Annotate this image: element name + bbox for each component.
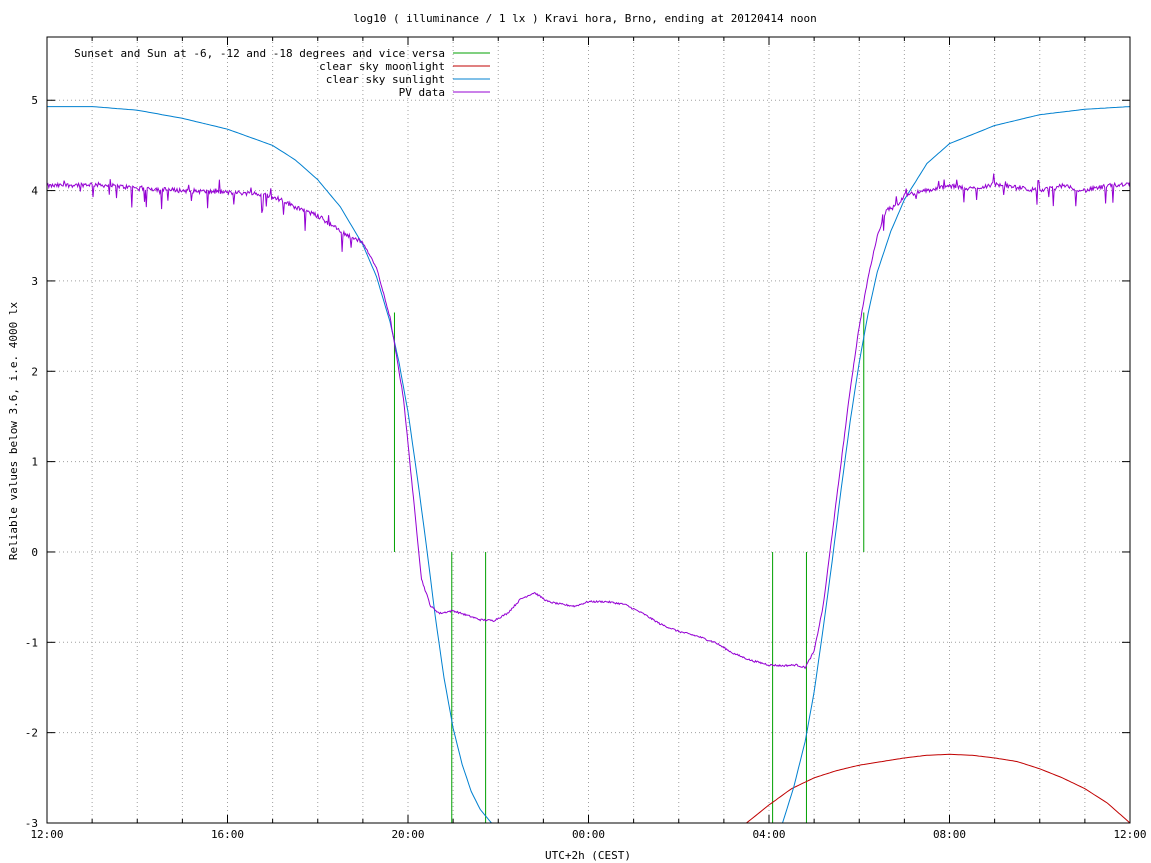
x-tick-label: 16:00 — [211, 828, 244, 841]
x-tick-label: 08:00 — [933, 828, 966, 841]
y-tick-label: 1 — [31, 456, 38, 469]
series-line-clear-sky-moonlight — [746, 753, 1130, 823]
y-tick-label: -2 — [25, 727, 38, 740]
y-tick-label: 0 — [31, 546, 38, 559]
tick-layer: 12:00 16:00 20:00 00:00 04:00 08:00 12:00-3-2-… — [25, 37, 1147, 841]
legend-label: PV data — [399, 86, 445, 99]
chart-title: log10 ( illuminance / 1 lx ) Kravi hora,… — [353, 12, 817, 25]
grid — [47, 37, 1130, 823]
legend-label: Sunset and Sun at -6, -12 and -18 degree… — [74, 47, 445, 60]
y-tick-label: -3 — [25, 817, 38, 830]
y-tick-label: 3 — [31, 275, 38, 288]
legend-label: clear sky moonlight — [319, 60, 445, 73]
series-line-clear-sky-sunlight — [47, 106, 1130, 823]
y-tick-label: -1 — [25, 636, 38, 649]
series-line-pv-data — [47, 173, 1130, 670]
x-tick-label: 04:00 — [752, 828, 785, 841]
legend-label: clear sky sunlight — [326, 73, 445, 86]
y-tick-label: 2 — [31, 365, 38, 378]
y-axis-label: Reliable values below 3.6, i.e. 4000 lx — [7, 301, 20, 560]
series-clip-group — [47, 106, 1130, 823]
x-tick-label: 00:00 — [572, 828, 605, 841]
series-layer — [47, 106, 1130, 823]
x-tick-label: 12:00 — [30, 828, 63, 841]
x-tick-label: 20:00 — [391, 828, 424, 841]
legend: Sunset and Sun at -6, -12 and -18 degree… — [74, 47, 490, 99]
x-axis-label: UTC+2h (CEST) — [545, 849, 631, 862]
y-tick-label: 4 — [31, 185, 38, 198]
y-tick-label: 5 — [31, 94, 38, 107]
x-tick-label: 12:00 — [1113, 828, 1146, 841]
